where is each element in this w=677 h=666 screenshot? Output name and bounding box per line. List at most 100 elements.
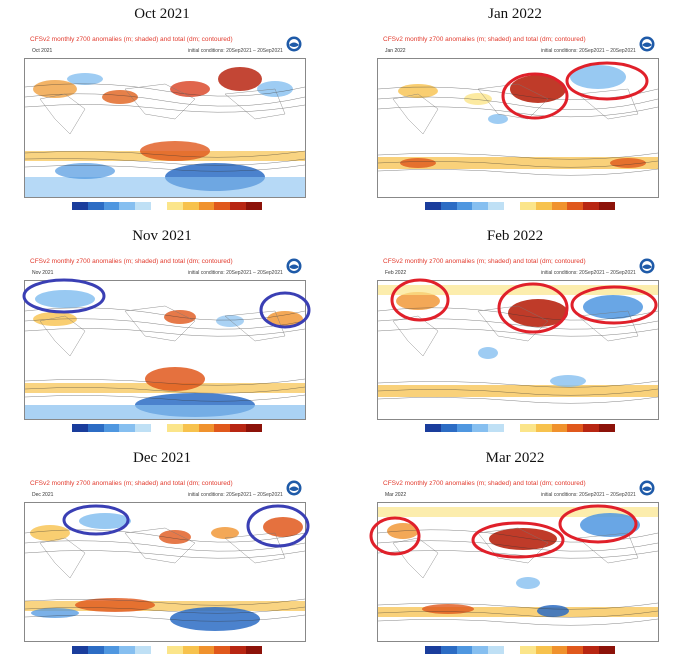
colorbar-swatch bbox=[488, 646, 505, 654]
colorbar-swatch bbox=[599, 424, 615, 432]
map-header: CFSv2 monthly z700 anomalies (m; shaded)… bbox=[383, 480, 586, 487]
red-highlight-circle bbox=[570, 285, 658, 325]
colorbar-swatch bbox=[214, 646, 231, 654]
red-highlight-circle bbox=[565, 61, 649, 101]
colorbar-swatch bbox=[535, 202, 552, 210]
colorbar-swatch bbox=[230, 202, 247, 210]
colorbar-swatch bbox=[599, 646, 615, 654]
map-figure: CFSv2 monthly z700 anomalies (m; shaded)… bbox=[12, 258, 312, 438]
map-subtitle: initial conditions: 20Sep2021 – 20Sep202… bbox=[541, 270, 636, 276]
colorbar-swatch bbox=[583, 424, 600, 432]
colorbar-swatch bbox=[103, 646, 120, 654]
colorbar-swatch bbox=[246, 646, 262, 654]
colorbar-swatch bbox=[567, 424, 584, 432]
noaa-logo-icon bbox=[286, 36, 302, 52]
highlight-circles bbox=[501, 61, 649, 120]
map-header: CFSv2 monthly z700 anomalies (m; shaded)… bbox=[383, 36, 586, 43]
map-header: CFSv2 monthly z700 anomalies (m; shaded)… bbox=[383, 258, 586, 265]
map-date-label: Jan 2022 bbox=[385, 48, 406, 54]
colorbar-swatch bbox=[456, 424, 473, 432]
colorbar-swatch bbox=[103, 424, 120, 432]
colorbar-swatch bbox=[230, 646, 247, 654]
colorbar-swatch bbox=[166, 646, 183, 654]
blue-highlight-circle bbox=[259, 291, 311, 329]
colorbar-swatch bbox=[599, 202, 615, 210]
map-date-label: Nov 2021 bbox=[32, 270, 54, 276]
panel-feb-2022: Feb 2022 CFSv2 monthly z700 anomalies (m… bbox=[365, 228, 665, 438]
panel-title: Dec 2021 bbox=[133, 450, 191, 466]
colorbar-swatch bbox=[504, 646, 520, 654]
noaa-logo-icon bbox=[286, 480, 302, 496]
colorbar-swatch bbox=[72, 202, 88, 210]
colorbar-swatch bbox=[456, 202, 473, 210]
red-highlight-circle bbox=[369, 516, 421, 556]
red-highlight-circle bbox=[501, 72, 569, 120]
colorbar-swatch bbox=[472, 202, 489, 210]
highlight-circles bbox=[390, 278, 658, 334]
colorbar-swatch bbox=[198, 202, 215, 210]
map-subtitle: initial conditions: 20Sep2021 – 20Sep202… bbox=[188, 492, 283, 498]
noaa-logo-icon bbox=[286, 258, 302, 274]
panel-nov-2021: Nov 2021 CFSv2 monthly z700 anomalies (m… bbox=[12, 228, 312, 438]
colorbar-swatch bbox=[472, 424, 489, 432]
highlight-circles bbox=[369, 504, 638, 559]
colorbar-swatch bbox=[72, 424, 88, 432]
map-date-label: Feb 2022 bbox=[385, 270, 407, 276]
red-highlight-circle bbox=[390, 278, 450, 322]
colorbar-swatch bbox=[551, 424, 568, 432]
colorbar-swatch bbox=[440, 202, 457, 210]
map-figure: CFSv2 monthly z700 anomalies (m; shaded)… bbox=[12, 480, 312, 660]
colorbar-swatch bbox=[519, 202, 536, 210]
colorbar-swatch bbox=[230, 424, 247, 432]
panel-title: Jan 2022 bbox=[488, 6, 542, 22]
colorbar-swatch bbox=[425, 424, 441, 432]
map-figure: CFSv2 monthly z700 anomalies (m; shaded)… bbox=[365, 258, 665, 438]
anomaly-map bbox=[24, 58, 306, 198]
colorbar-swatch bbox=[182, 646, 199, 654]
colorbar-swatch bbox=[504, 202, 520, 210]
colorbar-swatch bbox=[440, 646, 457, 654]
panel-title: Mar 2022 bbox=[485, 450, 545, 466]
anomaly-map bbox=[377, 58, 659, 198]
panel-jan-2022: Jan 2022 CFSv2 monthly z700 anomalies (m… bbox=[365, 6, 665, 216]
colorbar-swatch bbox=[488, 424, 505, 432]
map-date-label: Mar 2022 bbox=[385, 492, 407, 498]
colorbar-swatch bbox=[535, 424, 552, 432]
panel-mar-2022: Mar 2022 CFSv2 monthly z700 anomalies (m… bbox=[365, 450, 665, 660]
colorbar-swatch bbox=[567, 646, 584, 654]
colorbar-swatch bbox=[119, 646, 136, 654]
map-header: CFSv2 monthly z700 anomalies (m; shaded)… bbox=[30, 36, 233, 43]
colorbar-swatch bbox=[87, 202, 104, 210]
colorbar-swatch bbox=[583, 646, 600, 654]
colorbar-swatch bbox=[246, 202, 262, 210]
panel-title: Feb 2022 bbox=[486, 228, 544, 244]
colorbar-swatch bbox=[151, 202, 167, 210]
red-highlight-circle bbox=[471, 521, 565, 559]
colorbar-swatch bbox=[103, 202, 120, 210]
colorbar bbox=[425, 424, 615, 432]
colorbar-swatch bbox=[535, 646, 552, 654]
blue-highlight-circle bbox=[246, 504, 310, 548]
anomaly-map bbox=[24, 502, 306, 642]
noaa-logo-icon bbox=[639, 36, 655, 52]
map-subtitle: initial conditions: 20Sep2021 – 20Sep202… bbox=[541, 492, 636, 498]
colorbar-swatch bbox=[214, 424, 231, 432]
colorbar-swatch bbox=[87, 424, 104, 432]
blue-highlight-circle bbox=[62, 504, 130, 536]
colorbar-swatch bbox=[72, 646, 88, 654]
red-highlight-circle bbox=[497, 282, 569, 334]
colorbar-swatch bbox=[583, 202, 600, 210]
panel-title: Nov 2021 bbox=[132, 228, 192, 244]
colorbar-swatch bbox=[425, 646, 441, 654]
blue-highlight-circle bbox=[22, 278, 106, 314]
colorbar-swatch bbox=[425, 202, 441, 210]
colorbar-swatch bbox=[440, 424, 457, 432]
colorbar-swatch bbox=[198, 646, 215, 654]
colorbar-swatch bbox=[87, 646, 104, 654]
colorbar-swatch bbox=[551, 646, 568, 654]
colorbar-swatch bbox=[198, 424, 215, 432]
colorbar bbox=[72, 424, 262, 432]
colorbar-swatch bbox=[567, 202, 584, 210]
colorbar-swatch bbox=[246, 424, 262, 432]
anomaly-map bbox=[24, 280, 306, 420]
